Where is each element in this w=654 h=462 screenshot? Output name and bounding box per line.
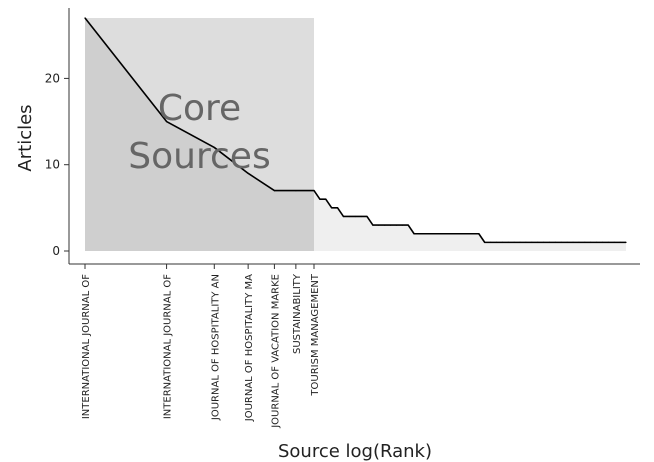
data-point [165, 120, 168, 123]
data-point [273, 189, 276, 192]
data-point [325, 198, 327, 200]
data-point [213, 146, 215, 149]
data-point [84, 17, 86, 19]
x-tick-label: JOURNAL OF HOSPITALITY MA [244, 274, 255, 422]
data-point [595, 241, 598, 243]
data-point [590, 241, 592, 243]
series-line [84, 17, 626, 244]
data-point [584, 241, 586, 243]
data-point [247, 172, 249, 174]
data-point [454, 233, 456, 235]
data-point [407, 224, 409, 226]
data-point [478, 233, 480, 235]
data-point [354, 215, 356, 218]
y-tick-label: 20 [45, 71, 60, 85]
x-tick-label: INTERNATIONAL JOURNAL OF [81, 274, 92, 419]
data-point [366, 215, 368, 218]
data-point [442, 233, 445, 235]
data-point [542, 241, 545, 243]
x-tick-label: JOURNAL OF VACATION MARKE [270, 274, 281, 429]
data-point [484, 241, 486, 243]
x-tick-label: SUSTAINABILITY [292, 273, 303, 354]
data-point [490, 241, 492, 243]
fill-layer [85, 18, 626, 251]
data-point [566, 241, 568, 243]
x-tick-label: JOURNAL OF HOSPITALITY AN [210, 274, 221, 421]
data-point [531, 241, 533, 243]
data-point [384, 224, 386, 226]
data-point [460, 233, 462, 235]
data-point [525, 241, 527, 243]
data-point [319, 198, 321, 200]
x-tick-label: TOURISM MANAGEMENT [310, 273, 321, 396]
data-point [560, 241, 562, 243]
data-point [607, 241, 609, 243]
core-sources-annotation-line1: Core [158, 88, 241, 129]
data-point [537, 241, 539, 243]
data-point [619, 241, 621, 243]
data-point [348, 215, 350, 218]
data-point [437, 233, 439, 235]
y-tick-label: 10 [45, 158, 60, 172]
core-area [85, 18, 314, 251]
data-point [425, 233, 427, 235]
data-point [613, 241, 615, 243]
data-point [472, 233, 474, 235]
data-point [331, 207, 333, 209]
data-point [507, 241, 509, 243]
data-point [431, 233, 433, 235]
data-point [360, 215, 362, 218]
line-layer [84, 17, 627, 244]
data-point [313, 189, 315, 192]
data-point [466, 233, 468, 235]
data-point [295, 189, 297, 192]
data-point [389, 224, 392, 226]
data-point [372, 224, 374, 226]
core-sources-annotation-line2: Sources [128, 136, 270, 177]
x-tick-label: INTERNATIONAL JOURNAL OF [163, 274, 174, 419]
data-point [554, 241, 556, 243]
data-point [342, 215, 345, 218]
y-axis-title: Articles [15, 104, 36, 171]
data-point [495, 241, 498, 243]
data-point [378, 224, 380, 226]
data-point [413, 233, 415, 235]
data-point [419, 233, 421, 235]
axes-layer: 0 10 20 INTERNATIONAL JOURNAL OF INTERNATION… [45, 8, 640, 429]
data-point [448, 233, 450, 235]
y-tick-label: 0 [52, 244, 60, 258]
data-point [572, 241, 574, 243]
data-point [578, 241, 580, 243]
data-point [601, 241, 604, 243]
data-point [395, 224, 398, 226]
data-point [401, 224, 403, 226]
data-point [548, 241, 551, 243]
data-point [501, 241, 503, 243]
tail-area [314, 190, 626, 251]
data-point [519, 241, 521, 243]
data-point [513, 241, 515, 243]
data-point [625, 241, 627, 243]
data-point [336, 207, 339, 209]
x-axis-title: Source log(Rank) [278, 441, 432, 462]
